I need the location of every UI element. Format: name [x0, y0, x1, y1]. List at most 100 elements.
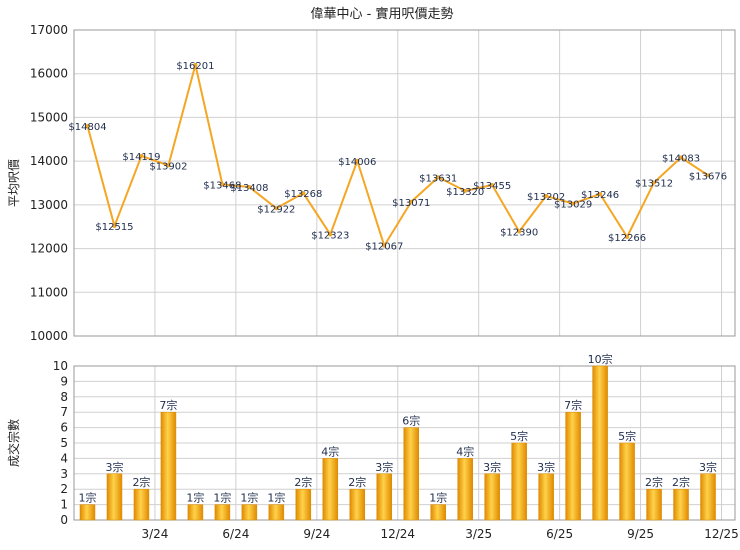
price-point	[706, 173, 711, 178]
transaction-bar-label: 2宗	[348, 475, 366, 489]
transaction-bar	[430, 504, 446, 521]
price-data-label: $13320	[446, 187, 484, 198]
bar-x-tick-label: 12/25	[704, 527, 739, 541]
chart-title: 偉華中心 - 實用呎價走勢	[311, 6, 454, 22]
transaction-bar-label: 7宗	[159, 398, 177, 412]
transaction-bar-label: 5宗	[618, 429, 636, 443]
line-y-tick-label: 11000	[30, 285, 68, 299]
line-y-tick-label: 16000	[30, 67, 68, 81]
price-data-label: $12390	[500, 228, 538, 239]
transaction-bar	[322, 458, 339, 521]
transaction-bar-label: 1宗	[78, 491, 96, 505]
transaction-bar	[187, 504, 204, 521]
price-data-label: $12515	[95, 222, 133, 233]
line-y-tick-label: 13000	[30, 198, 68, 212]
transaction-bar-label: 2宗	[132, 475, 150, 489]
line-y-tick-label: 14000	[30, 154, 68, 168]
bar-y-tick-label: 3	[60, 467, 68, 481]
price-point	[436, 175, 441, 180]
price-point	[625, 234, 630, 239]
transaction-bar-panel: 01 23 456 78 910 3/24 6/24 9/24 12/24 3/25 6/25 9/2…	[6, 352, 739, 541]
transaction-bar	[673, 488, 689, 521]
transaction-bar	[241, 504, 258, 521]
price-point	[652, 180, 657, 185]
price-data-label: $13631	[419, 173, 457, 184]
price-point	[193, 62, 198, 67]
price-point	[301, 191, 306, 196]
bar-y-tick-label: 2	[60, 482, 68, 496]
bar-x-tick-label: 9/24	[303, 527, 330, 541]
price-point	[490, 182, 495, 187]
bar-y-tick-label: 10	[53, 359, 68, 373]
price-data-label: $13071	[392, 198, 430, 209]
price-data-label: $14119	[122, 152, 160, 163]
price-point	[112, 224, 117, 229]
price-data-label: $14083	[662, 154, 700, 165]
transaction-bar	[295, 488, 312, 521]
line-y-tick-label: 17000	[30, 23, 68, 37]
transaction-bar-label: 6宗	[402, 414, 420, 428]
price-point	[571, 201, 576, 206]
price-data-label: $14006	[338, 157, 376, 168]
bar-y-tick-label: 8	[60, 390, 68, 404]
transaction-bar	[511, 442, 527, 521]
transaction-bar-label: 10宗	[588, 352, 613, 366]
transaction-bar-label: 3宗	[375, 460, 393, 474]
bar-x-tick-label: 3/24	[141, 527, 168, 541]
transaction-bar	[79, 504, 96, 521]
transaction-bar	[214, 504, 231, 521]
bar-x-tick-label: 6/25	[546, 527, 573, 541]
price-point	[463, 188, 468, 193]
transaction-bar-label: 2宗	[294, 475, 312, 489]
line-y-tick-label: 12000	[30, 242, 68, 256]
transaction-bar	[349, 488, 366, 521]
bar-x-tick-label: 12/24	[380, 527, 415, 541]
price-point	[679, 155, 684, 160]
transaction-bar	[700, 473, 716, 521]
transaction-bar-label: 1宗	[267, 491, 285, 505]
bar-y-tick-label: 7	[60, 405, 68, 419]
bar-y-axis-title: 成交宗數	[6, 419, 21, 467]
bar-x-tick-label: 6/24	[222, 527, 249, 541]
price-data-label: $12323	[311, 230, 349, 241]
price-data-label: $13202	[527, 192, 565, 203]
price-data-label: $13902	[149, 161, 187, 172]
price-line-panel: 10000 11000 12000 13000 14000 15000 16000 17000…	[7, 23, 736, 343]
price-data-label: $13455	[473, 181, 511, 192]
transaction-bar	[268, 504, 285, 521]
transaction-bar-label: 7宗	[564, 398, 582, 412]
transaction-bar-label: 3宗	[537, 460, 555, 474]
price-data-label: $13246	[581, 190, 619, 201]
transaction-bar	[106, 473, 123, 521]
bar-y-tick-label: 1	[60, 498, 68, 512]
price-point	[85, 123, 90, 128]
bar-x-tick-label: 3/25	[465, 527, 492, 541]
price-data-label: $16201	[176, 61, 214, 72]
transaction-bar	[619, 442, 635, 521]
transaction-bar-label: 1宗	[240, 491, 258, 505]
price-data-label: $13408	[230, 183, 268, 194]
price-data-label: $13029	[554, 200, 592, 211]
transaction-bar-label: 4宗	[456, 444, 474, 458]
price-data-label: $13268	[284, 189, 322, 200]
price-point	[220, 182, 225, 187]
price-point	[274, 206, 279, 211]
price-data-label: $12067	[365, 242, 403, 253]
price-point	[409, 199, 414, 204]
bar-y-tick-label: 4	[60, 451, 68, 465]
transaction-bar-label: 3宗	[483, 460, 501, 474]
price-point	[598, 192, 603, 197]
transaction-bar-label: 5宗	[510, 429, 528, 443]
price-data-label: $13468	[203, 180, 241, 191]
price-line-series	[86, 63, 709, 247]
price-data-label: $12922	[257, 204, 295, 215]
bar-x-tick-label: 9/25	[627, 527, 654, 541]
price-data-label: $13676	[689, 171, 727, 182]
transaction-bar-label: 1宗	[186, 491, 204, 505]
transaction-bar	[133, 488, 150, 521]
transaction-bar	[484, 473, 500, 521]
transaction-bar	[646, 488, 662, 521]
price-data-label: $13512	[635, 178, 673, 189]
price-point	[328, 232, 333, 237]
